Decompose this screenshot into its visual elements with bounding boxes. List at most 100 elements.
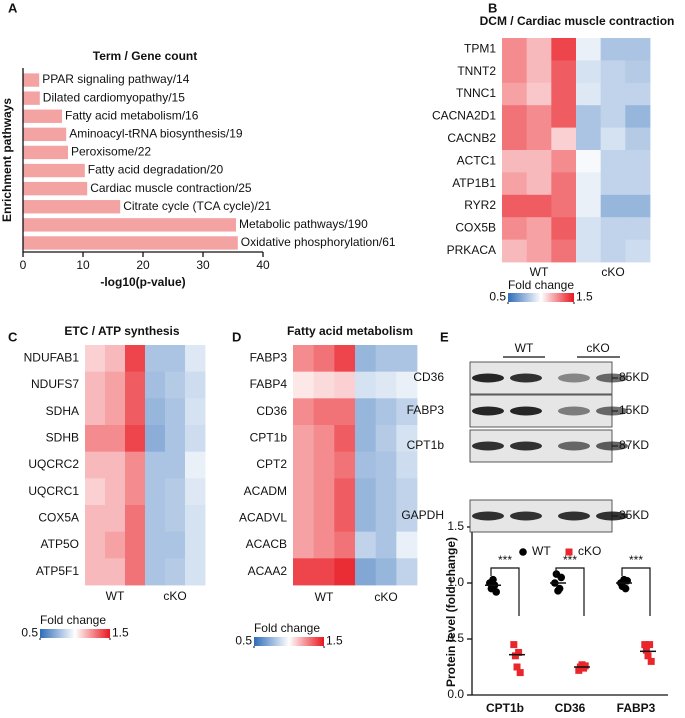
heat-cell — [105, 425, 126, 453]
heat-cell — [334, 398, 356, 426]
colorbar-tick-label: 1.5 — [576, 290, 593, 304]
heat-cell — [185, 451, 206, 479]
heat-cell — [576, 239, 602, 263]
heat-cell — [313, 345, 335, 373]
heat-cell — [396, 558, 418, 586]
colorbar — [508, 293, 574, 302]
heat-cell — [396, 451, 418, 479]
heat-cell — [355, 478, 377, 506]
heat-cell — [396, 505, 418, 533]
blot-row-label: FABP3 — [407, 403, 445, 417]
significance-label: *** — [563, 553, 577, 567]
heat-cell — [105, 531, 126, 559]
heat-cell — [526, 194, 552, 218]
heat-cell — [185, 505, 206, 533]
colorbar-tick-label: 0.5 — [21, 626, 38, 640]
heat-cell — [551, 82, 577, 106]
heat-cell — [165, 425, 186, 453]
x-tick-label: 20 — [136, 258, 150, 272]
heat-cell — [165, 505, 186, 533]
blot-band — [472, 511, 504, 521]
heat-cell — [375, 345, 397, 373]
bar — [23, 145, 68, 160]
bar-label: PPAR signaling pathway/14 — [42, 72, 190, 86]
bar — [23, 163, 85, 178]
blot-band — [472, 406, 504, 416]
heat-cell — [355, 558, 377, 586]
blot-size-label: 35KD — [619, 508, 649, 522]
legend-label: cKO — [578, 544, 601, 558]
y-tick-label: 1.5 — [447, 519, 464, 533]
heat-cell — [600, 38, 626, 61]
heat-cell — [313, 531, 335, 559]
colorbar-label: Fold change — [254, 621, 320, 635]
row-label: FABP4 — [250, 377, 288, 391]
heat-cell — [526, 38, 552, 61]
heat-cell — [396, 345, 418, 373]
heat-cell — [334, 558, 356, 586]
heat-cell — [85, 371, 106, 399]
row-label: TPM1 — [464, 41, 496, 55]
bar-label: Aminoacyl-tRNA biosynthesis/19 — [69, 127, 243, 141]
row-label: NDUFAB1 — [24, 351, 80, 365]
significance-bracket — [490, 567, 520, 616]
row-label: CACNA2D1 — [432, 109, 496, 123]
panel-label: A — [8, 0, 18, 15]
heat-cell — [551, 172, 577, 196]
heat-cell — [125, 425, 146, 453]
heat-cell — [551, 105, 577, 128]
blot-band — [472, 441, 504, 451]
heat-cell — [334, 478, 356, 506]
heat-cell — [165, 478, 186, 506]
heat-cell — [526, 217, 552, 240]
heat-cell — [85, 558, 106, 586]
x-tick-label: 40 — [256, 258, 270, 272]
bar-label: Fatty acid degradation/20 — [88, 163, 224, 177]
blot-size-label: 87KD — [619, 438, 649, 452]
bar-label: Citrate cycle (TCA cycle)/21 — [123, 199, 271, 213]
heat-cell — [625, 150, 651, 173]
y-tick-label: 0.5 — [447, 631, 464, 645]
heat-cell — [502, 127, 528, 151]
heat-cell — [334, 425, 356, 453]
y-tick-label: 1.0 — [447, 575, 464, 589]
row-label: CPT2 — [256, 457, 287, 471]
heat-cell — [526, 127, 552, 151]
heat-cell — [375, 478, 397, 506]
heat-cell — [576, 150, 602, 173]
heat-cell — [313, 558, 335, 586]
group-label: cKO — [601, 265, 624, 279]
heat-cell — [293, 478, 315, 506]
point — [581, 662, 589, 670]
heat-cell — [526, 82, 552, 106]
point — [644, 652, 652, 660]
blot-band — [510, 441, 542, 451]
y-axis-label: Protein level (fold change) — [444, 537, 458, 687]
blot-band — [510, 373, 542, 383]
row-label: TNNT2 — [457, 64, 496, 78]
heat-cell — [375, 505, 397, 533]
row-label: UQCRC2 — [28, 457, 79, 471]
heat-cell — [576, 60, 602, 84]
heat-cell — [125, 558, 146, 586]
heat-cell — [600, 239, 626, 263]
heat-cell — [576, 172, 602, 196]
bar — [23, 218, 236, 232]
heat-cell — [551, 217, 577, 240]
heat-cell — [526, 60, 552, 84]
heat-cell — [551, 60, 577, 84]
heat-cell — [502, 150, 528, 173]
panel-label: D — [232, 329, 241, 344]
heat-cell — [293, 505, 315, 533]
significance-bracket — [621, 567, 651, 616]
bar-label: Dilated cardiomyopathy/15 — [43, 90, 185, 104]
row-label: CPT1b — [250, 431, 288, 445]
bar-label: Cardiac muscle contraction/25 — [90, 181, 252, 195]
heat-cell — [625, 172, 651, 196]
panel-label: E — [440, 329, 449, 344]
row-label: CACNB2 — [447, 131, 496, 145]
heat-cell — [396, 371, 418, 399]
x-tick-label: CPT1b — [486, 701, 524, 715]
significance-label: *** — [498, 553, 512, 567]
